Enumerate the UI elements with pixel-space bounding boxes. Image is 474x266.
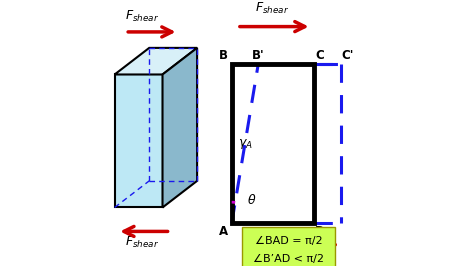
Text: $F_{shear}$: $F_{shear}$: [255, 1, 289, 16]
Text: $F_{shear}$: $F_{shear}$: [125, 235, 159, 250]
Polygon shape: [163, 48, 197, 207]
Text: ∠B’AD < π/2: ∠B’AD < π/2: [254, 254, 324, 264]
FancyBboxPatch shape: [242, 227, 336, 266]
Text: B': B': [252, 49, 264, 62]
Text: $\gamma_A$: $\gamma_A$: [238, 137, 253, 151]
Text: $F_{shear}$: $F_{shear}$: [281, 246, 315, 261]
Text: $\theta$: $\theta$: [247, 193, 256, 206]
Polygon shape: [115, 74, 163, 207]
Text: B: B: [219, 49, 228, 62]
Text: C': C': [342, 49, 354, 62]
Text: $F_{shear}$: $F_{shear}$: [125, 9, 159, 24]
Text: A: A: [219, 225, 228, 238]
Text: D: D: [315, 225, 325, 238]
Text: ∠BAD = π/2: ∠BAD = π/2: [255, 236, 323, 246]
Polygon shape: [115, 48, 197, 74]
Text: C: C: [315, 49, 324, 62]
